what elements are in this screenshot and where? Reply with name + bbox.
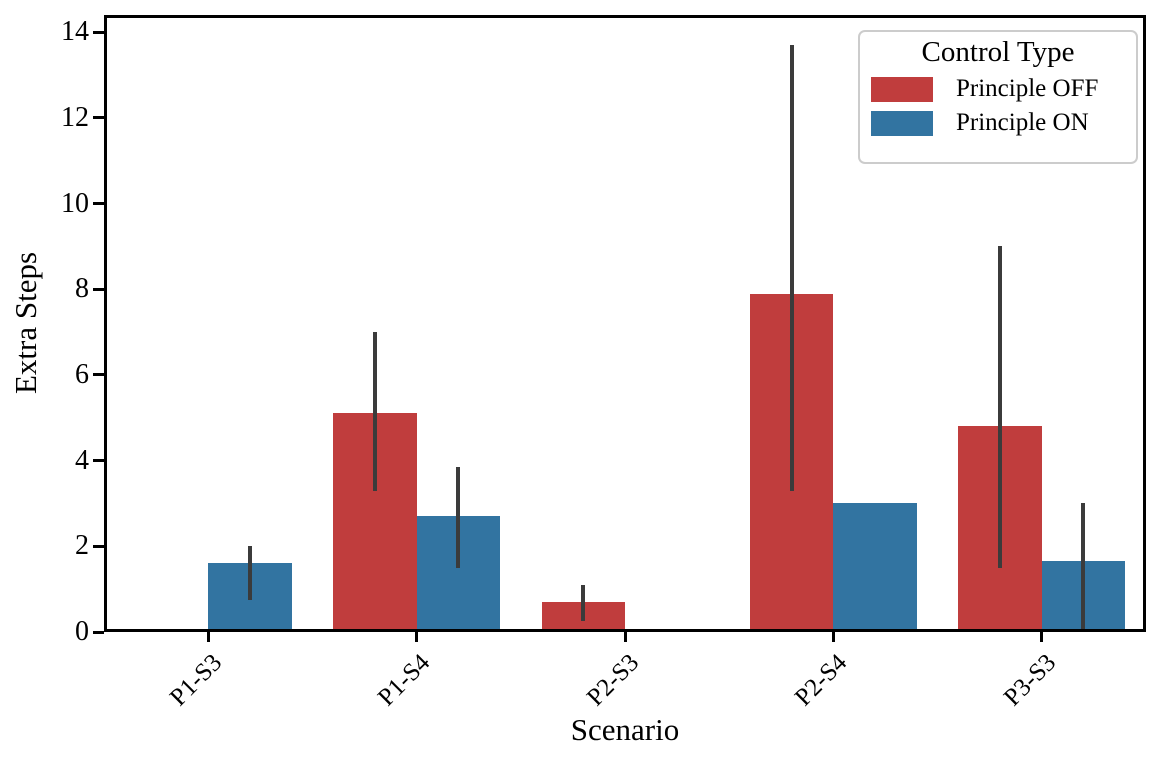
legend-title: Control Type [921,36,1075,68]
x-tick-mark [1040,632,1044,642]
y-tick-label: 0 [75,616,89,647]
error-bar [456,467,461,568]
y-tick-label: 2 [75,530,89,562]
error-bar [789,44,794,491]
x-tick-label: P1-S4 [197,649,435,711]
x-axis-title: Scenario [570,712,680,747]
x-tick-mark [415,632,419,642]
x-tick-mark [623,632,627,642]
y-tick-label: 8 [75,273,89,305]
legend-label-principle-off: Principle OFF [956,75,1099,102]
y-tick-mark [93,630,104,634]
y-tick-mark [93,287,104,291]
legend-item-principle-on: Principle ON [860,106,1136,140]
y-tick-label: 14 [61,16,89,48]
x-tick-label: P1-S3 [0,649,227,711]
x-tick-mark [831,632,835,642]
error-bar [247,546,252,600]
error-bar [998,246,1003,568]
x-tick-label: P3-S3 [822,649,1061,711]
legend: Control Type Principle OFF Principle ON [858,30,1138,164]
y-tick-mark [93,202,104,206]
x-tick-label: P2-S4 [613,649,852,711]
y-tick-label: 10 [61,187,89,219]
x-tick-mark [206,632,210,642]
y-tick-mark [93,30,104,34]
error-bar [372,332,377,491]
error-bar [1081,503,1086,632]
x-tick-label: P2-S3 [405,649,644,711]
legend-swatch-principle-on [871,110,933,136]
y-tick-mark [93,459,104,463]
y-tick-mark [93,373,104,377]
bar-principle-on-p2-s4 [833,503,917,632]
y-tick-mark [93,116,104,120]
x-tick-label-text: P3-S3 [998,649,1061,712]
y-tick-label: 6 [75,358,89,390]
legend-label-principle-on: Principle ON [956,109,1089,136]
y-tick-label: 12 [61,101,89,133]
y-tick-label: 4 [75,444,89,476]
y-tick-mark [93,544,104,548]
error-bar [581,584,586,622]
legend-item-principle-off: Principle OFF [860,72,1136,106]
legend-swatch-principle-off [871,76,933,102]
